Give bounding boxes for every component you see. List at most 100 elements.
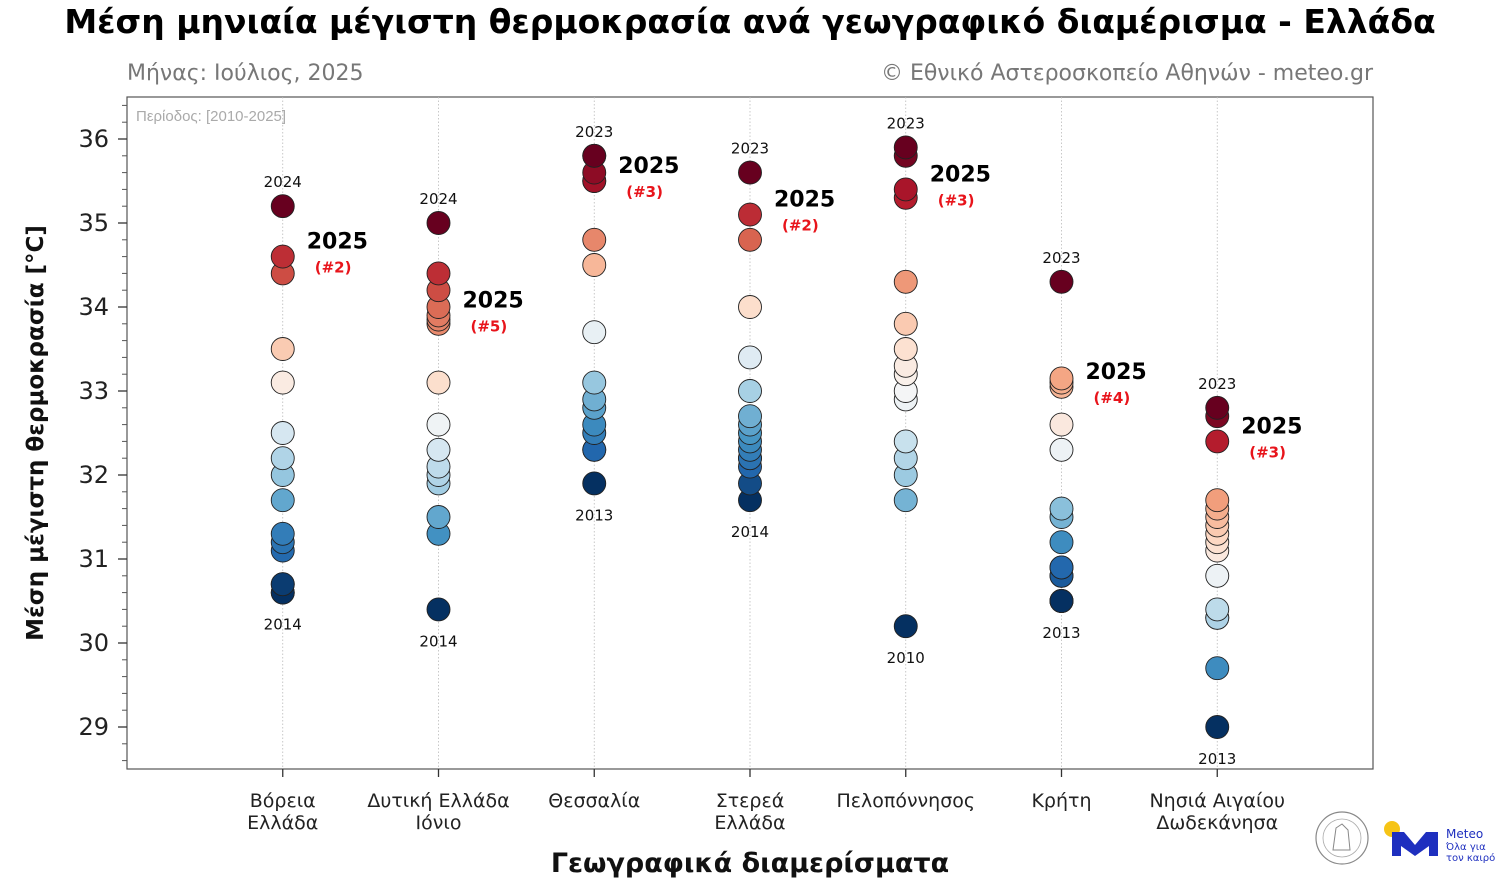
x-tick-label: Στερεά — [716, 790, 785, 812]
y-tick-label: 29 — [78, 713, 109, 741]
max-year-label: 2024 — [264, 173, 302, 191]
x-tick-label: Πελοπόννησος — [836, 790, 975, 812]
data-point — [738, 227, 762, 252]
x-tick-label: Νησιά Αιγαίου — [1149, 790, 1285, 812]
year-2025-label: 2025 — [774, 188, 835, 213]
max-year-label: 2024 — [419, 190, 457, 208]
x-tick-label: Ελλάδα — [247, 812, 318, 834]
data-point — [1049, 412, 1074, 437]
max-year-label: 2023 — [575, 123, 613, 141]
data-point — [738, 295, 762, 319]
meteo-name: Meteo — [1446, 827, 1483, 841]
data-point — [893, 337, 918, 361]
min-year-label: 2013 — [1198, 750, 1236, 768]
data-point — [582, 471, 607, 496]
x-tick-label: Ελλάδα — [714, 812, 785, 834]
data-point — [426, 597, 451, 622]
data-point — [426, 211, 451, 235]
data-point — [1049, 366, 1074, 391]
data-point — [1205, 715, 1230, 739]
year-2025-label: 2025 — [1241, 414, 1302, 439]
data-point-2025 — [893, 177, 918, 202]
data-point — [1049, 496, 1074, 521]
data-point — [582, 253, 607, 277]
data-point — [1049, 269, 1074, 294]
data-point — [893, 311, 918, 336]
rank-label: (#5) — [471, 317, 508, 335]
x-tick-label: Κρήτη — [1031, 790, 1091, 812]
meteo-logo: Meteo — [1384, 821, 1483, 856]
data-point — [738, 404, 762, 429]
data-point — [738, 345, 762, 370]
data-point — [582, 370, 607, 395]
data-point — [893, 429, 918, 454]
rank-label: (#4) — [1094, 389, 1131, 407]
data-point — [1205, 563, 1230, 588]
data-point-2025 — [738, 202, 762, 227]
period-label: Περίοδος: [2010-2025] — [136, 108, 286, 125]
data-point — [270, 572, 295, 597]
rank-label: (#2) — [782, 217, 819, 235]
x-axis-label: Γεωγραφικά διαμερίσματα — [551, 848, 949, 879]
year-2025-label: 2025 — [930, 162, 991, 187]
data-point — [270, 446, 295, 471]
meteo-tagline: Όλα για τον καιρό — [1446, 842, 1496, 864]
y-tick-label: 33 — [78, 377, 109, 405]
data-point — [270, 194, 295, 219]
max-year-label: 2023 — [1198, 375, 1236, 393]
data-point — [270, 421, 295, 445]
x-tick-label: Θεσσαλία — [548, 790, 640, 812]
data-point — [1205, 395, 1230, 420]
x-tick-label: Ιόνιο — [416, 812, 462, 834]
min-year-label: 2010 — [887, 649, 925, 667]
y-tick-label: 31 — [78, 545, 109, 573]
data-point — [426, 370, 451, 395]
rank-label: (#3) — [626, 183, 663, 201]
min-year-label: 2013 — [575, 506, 613, 524]
data-point — [270, 488, 295, 513]
data-point — [1205, 488, 1230, 513]
data-point — [738, 379, 762, 403]
data-point — [582, 320, 607, 345]
year-2025-label: 2025 — [618, 154, 679, 179]
data-point — [893, 488, 918, 513]
min-year-label: 2014 — [731, 523, 769, 541]
data-point — [582, 143, 607, 168]
data-point — [738, 160, 762, 185]
data-point — [1049, 530, 1074, 555]
year-2025-label: 2025 — [307, 230, 368, 255]
data-point — [1049, 589, 1074, 613]
y-tick-label: 36 — [78, 125, 109, 153]
y-tick-label: 32 — [78, 461, 109, 489]
data-point — [1049, 437, 1074, 462]
data-point — [270, 370, 295, 395]
min-year-label: 2014 — [419, 632, 457, 650]
data-point — [1205, 656, 1230, 681]
min-year-label: 2013 — [1042, 624, 1080, 642]
x-tick-label: Βόρεια — [250, 790, 316, 812]
data-point — [426, 505, 451, 529]
data-point — [426, 261, 451, 286]
max-year-label: 2023 — [887, 114, 925, 132]
rank-label: (#3) — [1249, 443, 1286, 461]
data-point — [582, 227, 607, 252]
y-tick-label: 30 — [78, 629, 109, 657]
data-point — [426, 437, 451, 462]
x-tick-label: Δυτική Ελλάδα — [367, 790, 509, 812]
year-2025-label: 2025 — [1086, 360, 1147, 385]
rank-label: (#3) — [938, 191, 975, 209]
data-point — [1049, 555, 1074, 580]
y-tick-label: 35 — [78, 209, 109, 237]
observatory-logo — [1315, 811, 1369, 865]
min-year-label: 2014 — [264, 616, 302, 634]
data-point — [893, 269, 918, 294]
data-point — [1205, 597, 1230, 622]
chart-subtitle-month: Μήνας: Ιούλιος, 2025 — [127, 61, 364, 86]
x-tick-label: Δωδεκάνησα — [1156, 812, 1278, 834]
data-point — [270, 337, 295, 361]
rank-label: (#2) — [315, 259, 352, 277]
data-point — [270, 521, 295, 546]
max-year-label: 2023 — [1042, 249, 1080, 267]
data-point — [426, 412, 451, 437]
